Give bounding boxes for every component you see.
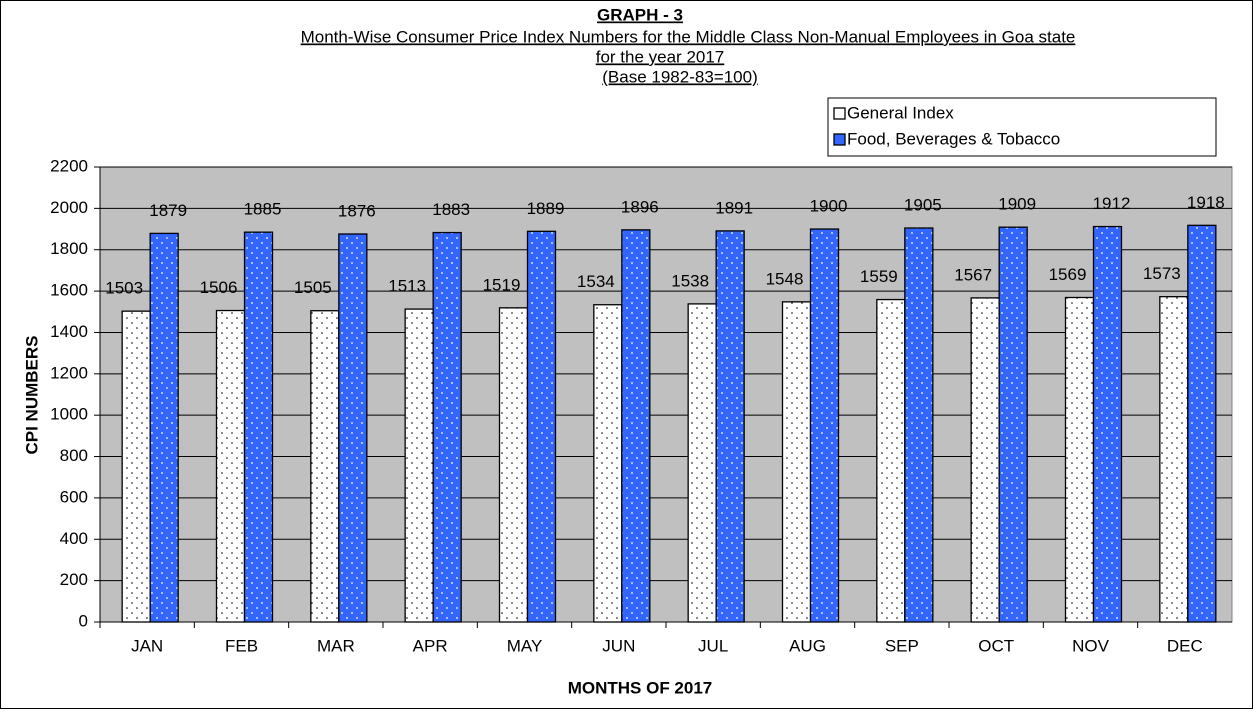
x-tick-label: OCT xyxy=(978,636,1014,655)
data-label: 1567 xyxy=(954,265,992,284)
bar xyxy=(876,298,906,623)
y-tick-label: 400 xyxy=(60,529,88,548)
chart-title: GRAPH - 3 xyxy=(597,5,683,24)
bar xyxy=(526,230,557,623)
bar xyxy=(149,232,179,623)
x-tick-label: JUL xyxy=(698,636,728,655)
bar xyxy=(215,309,246,623)
x-tick-label: DEC xyxy=(1167,636,1203,655)
data-label: 1513 xyxy=(388,277,426,296)
bar xyxy=(243,231,274,623)
data-label: 1548 xyxy=(766,269,804,288)
data-label: 1896 xyxy=(621,197,659,216)
y-tick-label: 1600 xyxy=(50,281,88,300)
data-label: 1879 xyxy=(149,201,187,220)
x-tick-label: APR xyxy=(413,636,448,655)
x-axis-label: MONTHS OF 2017 xyxy=(568,678,713,697)
legend-label: General Index xyxy=(847,103,954,122)
y-tick-label: 2000 xyxy=(50,198,88,217)
data-label: 1573 xyxy=(1143,264,1181,283)
data-label: 1883 xyxy=(432,200,470,219)
bar xyxy=(781,301,812,623)
bar xyxy=(404,308,434,623)
data-label: 1885 xyxy=(244,200,282,219)
data-label: 1534 xyxy=(577,272,615,291)
bar xyxy=(1064,296,1095,623)
subtitle: (Base 1982-83=100) xyxy=(602,67,757,86)
data-label: 1905 xyxy=(904,195,942,214)
data-label: 1503 xyxy=(105,279,143,298)
bar xyxy=(1092,225,1123,623)
data-label: 1505 xyxy=(294,278,332,297)
data-label: 1900 xyxy=(810,197,848,216)
data-label: 1538 xyxy=(671,271,709,290)
y-tick-label: 600 xyxy=(60,487,88,506)
x-tick-label: AUG xyxy=(789,636,826,655)
bar xyxy=(998,226,1028,623)
data-label: 1876 xyxy=(338,201,376,220)
bar xyxy=(715,230,745,623)
data-label: 1909 xyxy=(998,195,1036,214)
data-label: 1918 xyxy=(1187,193,1225,212)
y-tick-label: 800 xyxy=(60,446,88,465)
data-label: 1519 xyxy=(483,275,521,294)
data-label: 1889 xyxy=(527,199,565,218)
data-label: 1569 xyxy=(1049,265,1087,284)
data-label: 1506 xyxy=(200,278,238,297)
y-tick-label: 200 xyxy=(60,570,88,589)
legend-swatch xyxy=(833,133,846,146)
y-tick-label: 1800 xyxy=(50,239,88,258)
bar xyxy=(904,227,934,623)
bar xyxy=(687,303,717,623)
subtitle: for the year 2017 xyxy=(596,47,725,66)
bar xyxy=(593,304,623,623)
legend-box xyxy=(827,97,1217,157)
bar xyxy=(121,310,151,623)
bar xyxy=(498,307,529,623)
legend-swatch xyxy=(833,107,846,120)
bar xyxy=(338,233,368,623)
x-tick-label: FEB xyxy=(225,636,258,655)
y-tick-label: 1000 xyxy=(50,405,88,424)
bar xyxy=(432,231,462,623)
y-tick-label: 2200 xyxy=(50,156,88,175)
subtitle: Month-Wise Consumer Price Index Numbers … xyxy=(301,27,1076,46)
x-tick-label: MAY xyxy=(507,636,543,655)
bar xyxy=(621,229,651,623)
x-tick-label: NOV xyxy=(1072,636,1110,655)
x-tick-label: SEP xyxy=(885,636,919,655)
y-tick-label: 1400 xyxy=(50,322,88,341)
x-tick-label: MAR xyxy=(317,636,355,655)
y-tick-label: 1200 xyxy=(50,363,88,382)
data-label: 1559 xyxy=(860,267,898,286)
y-axis-label: CPI NUMBERS xyxy=(22,335,41,454)
y-tick-label: 0 xyxy=(79,611,88,630)
bar xyxy=(970,297,1000,623)
bar xyxy=(1159,296,1189,623)
bar xyxy=(1187,224,1217,623)
data-label: 1891 xyxy=(715,198,753,217)
x-tick-label: JUN xyxy=(602,636,635,655)
legend-label: Food, Beverages & Tobacco xyxy=(847,129,1060,148)
plot-area xyxy=(99,166,1233,623)
data-label: 1912 xyxy=(1093,194,1131,213)
bar xyxy=(809,228,840,623)
bar xyxy=(310,310,340,623)
x-tick-label: JAN xyxy=(131,636,163,655)
